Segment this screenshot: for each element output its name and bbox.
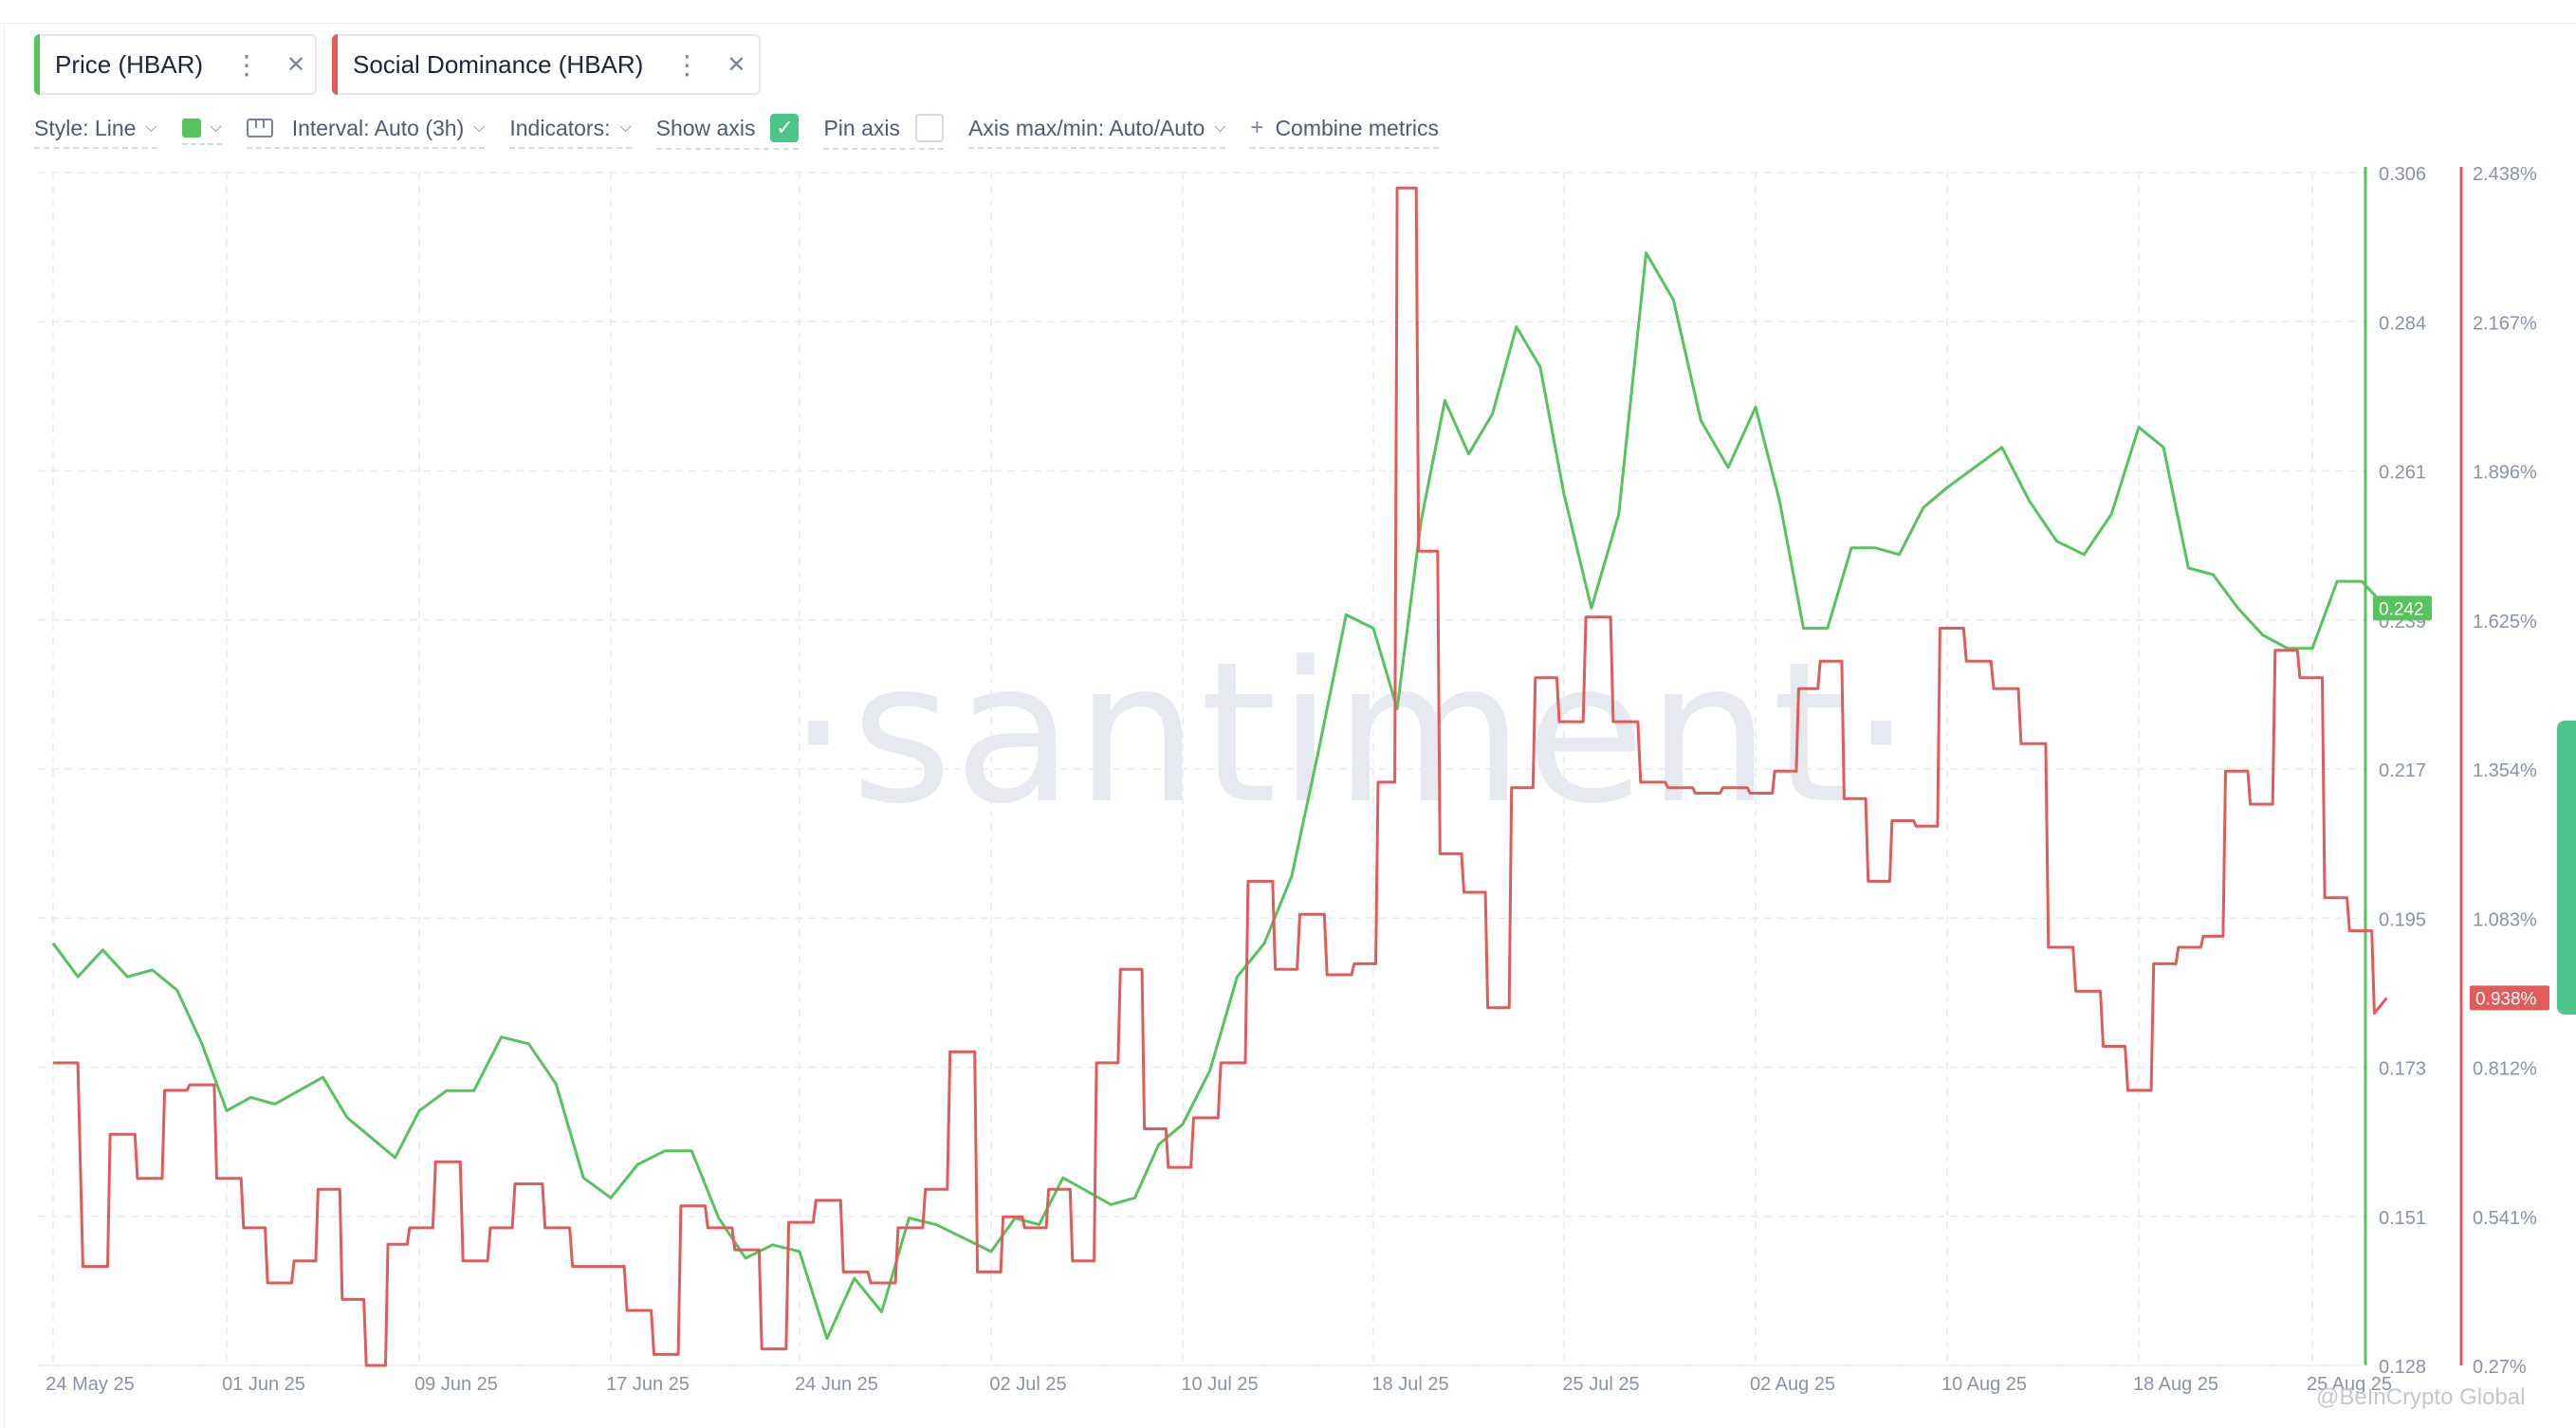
grid-lines bbox=[38, 172, 2365, 1366]
last-value-badge bbox=[2373, 595, 2432, 621]
tick-labels: 0.3060.2840.2610.2390.2170.1950.1730.151… bbox=[46, 164, 2549, 1395]
x-tick-label: 17 Jun 25 bbox=[606, 1374, 690, 1395]
chevron-down-icon: ⌵ bbox=[1214, 119, 1226, 136]
metric-label: Price (HBAR) bbox=[55, 49, 204, 79]
y-right-tick-label: 2.167% bbox=[2473, 313, 2537, 334]
combine-metrics-button[interactable]: + Combine metrics bbox=[1250, 115, 1439, 149]
chevron-down-icon: ⌵ bbox=[619, 119, 632, 136]
left-divider bbox=[4, 23, 5, 1428]
chevron-down-icon: ⌵ bbox=[210, 119, 222, 136]
y-right-tick-label: 0.27% bbox=[2473, 1357, 2527, 1378]
chevron-down-icon: ⌵ bbox=[473, 119, 486, 136]
axis-minmax-dropdown[interactable]: Axis max/min: Auto/Auto ⌵ bbox=[968, 115, 1226, 149]
side-panel-tab[interactable] bbox=[2557, 721, 2576, 1015]
series-layer bbox=[51, 186, 2388, 1367]
style-dropdown[interactable]: Style: Line ⌵ bbox=[34, 116, 157, 149]
y-right-tick-label: 1.083% bbox=[2473, 909, 2537, 930]
y-left-tick-label: 0.306 bbox=[2379, 164, 2426, 185]
top-divider bbox=[0, 23, 2576, 24]
close-icon[interactable]: ✕ bbox=[286, 51, 306, 78]
more-options-icon[interactable]: ⋮ bbox=[233, 49, 260, 80]
interval-label: Interval: Auto (3h) bbox=[291, 115, 465, 140]
show-axis-toggle[interactable]: Show axis ✓ bbox=[655, 114, 800, 150]
color-swatch bbox=[181, 119, 201, 137]
x-tick-label: 24 May 25 bbox=[46, 1374, 134, 1395]
x-tick-label: 10 Jul 25 bbox=[1181, 1374, 1258, 1395]
more-options-icon[interactable]: ⋮ bbox=[673, 49, 700, 80]
chart-toolbar: Style: Line ⌵ ⌵ Interval: Auto (3h) ⌵ In… bbox=[34, 110, 1463, 154]
chevron-down-icon: ⌵ bbox=[145, 119, 157, 136]
y-right-tick-label: 0.541% bbox=[2473, 1208, 2537, 1229]
metric-label: Social Dominance (HBAR) bbox=[353, 49, 644, 79]
x-tick-label: 25 Jul 25 bbox=[1562, 1374, 1639, 1395]
x-tick-label: 01 Jun 25 bbox=[222, 1374, 305, 1395]
y-left-tick-label: 0.284 bbox=[2379, 313, 2426, 334]
price-series-line bbox=[51, 251, 2388, 1341]
indicators-dropdown[interactable]: Indicators: ⌵ bbox=[509, 115, 632, 149]
close-icon[interactable]: ✕ bbox=[727, 51, 746, 78]
santiment-watermark: ·santiment· bbox=[787, 621, 1915, 847]
y-left-tick-label: 0.128 bbox=[2379, 1357, 2426, 1378]
y-left-tick-label: 0.217 bbox=[2379, 760, 2426, 781]
show-axis-label: Show axis bbox=[655, 115, 756, 140]
indicators-label: Indicators: bbox=[509, 115, 611, 140]
last-value-label: 0.242 bbox=[2379, 599, 2424, 619]
y-left-tick-label: 0.173 bbox=[2379, 1059, 2426, 1080]
x-tick-label: 02 Aug 25 bbox=[1750, 1374, 1835, 1395]
x-tick-label: 09 Jun 25 bbox=[414, 1374, 498, 1395]
y-right-tick-label: 1.896% bbox=[2473, 463, 2537, 484]
y-left-tick-label: 0.195 bbox=[2379, 909, 2426, 930]
interval-dropdown[interactable]: Interval: Auto (3h) ⌵ bbox=[246, 115, 486, 149]
pin-axis-label: Pin axis bbox=[823, 115, 900, 140]
show-axis-checkbox[interactable]: ✓ bbox=[770, 114, 800, 142]
style-label: Style: Line bbox=[34, 115, 137, 140]
y-left-tick-label: 0.261 bbox=[2379, 463, 2426, 484]
credit-watermark: @BeInCrypto Global bbox=[2316, 1384, 2526, 1410]
metric-color-bar bbox=[34, 34, 40, 95]
y-right-tick-label: 1.625% bbox=[2473, 612, 2537, 632]
pin-axis-toggle[interactable]: Pin axis bbox=[823, 114, 944, 150]
x-tick-label: 10 Aug 25 bbox=[1941, 1374, 2027, 1395]
interval-icon bbox=[246, 119, 273, 137]
metric-tab-social-dominance[interactable]: Social Dominance (HBAR) ⋮ ✕ bbox=[332, 34, 761, 95]
y-left-tick-label: 0.151 bbox=[2379, 1208, 2426, 1229]
x-tick-label: 18 Jul 25 bbox=[1371, 1374, 1448, 1395]
last-value-label: 0.938% bbox=[2475, 989, 2537, 1009]
metric-color-bar bbox=[332, 34, 338, 95]
x-tick-label: 02 Jul 25 bbox=[989, 1374, 1066, 1395]
color-dropdown[interactable]: ⌵ bbox=[181, 119, 222, 145]
axis-minmax-label: Axis max/min: Auto/Auto bbox=[968, 115, 1205, 140]
social-dominance-series-line bbox=[53, 186, 2388, 1367]
combine-metrics-label: Combine metrics bbox=[1275, 115, 1439, 140]
metric-tab-price[interactable]: Price (HBAR) ⋮ ✕ bbox=[34, 34, 317, 95]
x-tick-label: 18 Aug 25 bbox=[2133, 1374, 2218, 1395]
axes bbox=[38, 167, 2463, 1366]
y-right-tick-label: 2.438% bbox=[2473, 164, 2537, 185]
plus-icon: + bbox=[1250, 115, 1264, 140]
y-right-tick-label: 1.354% bbox=[2473, 760, 2537, 781]
pin-axis-checkbox[interactable] bbox=[915, 114, 944, 142]
last-value-badge bbox=[2470, 985, 2549, 1011]
x-tick-label: 25 Aug 25 bbox=[2307, 1374, 2392, 1395]
y-right-tick-label: 0.812% bbox=[2473, 1059, 2537, 1080]
x-tick-label: 24 Jun 25 bbox=[795, 1374, 878, 1395]
